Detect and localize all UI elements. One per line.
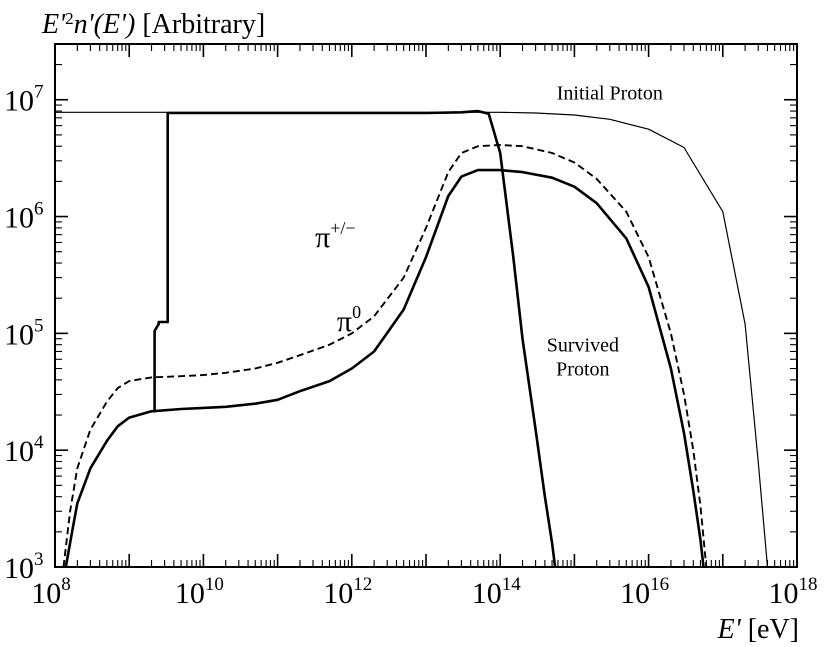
chart-title: E'2n'(E') [Arbitrary] (41, 9, 265, 41)
y-tick-label: 106 (4, 199, 44, 235)
y-tick-label: 103 (4, 549, 44, 585)
tick-labels: 108 1010 1012 1014 1016 1018 103 104 105 106 107 (4, 82, 818, 610)
series-line (153, 109, 557, 567)
plot-frame (54, 43, 798, 568)
initial-proton-label: Initial Proton (557, 83, 663, 105)
survived-proton-label: Survived (547, 334, 619, 356)
y-tick-label: 107 (4, 82, 44, 118)
axis-ticks (54, 43, 797, 568)
x-tick-label: 1018 (769, 574, 818, 610)
x-axis-label: E' [eV] (717, 614, 799, 645)
pi-charged-label: π+/− (315, 218, 355, 254)
series-line (64, 168, 705, 567)
x-tick-label: 1012 (323, 574, 372, 610)
series-line (55, 111, 769, 567)
series-line (62, 144, 708, 567)
x-tick-label: 1016 (620, 574, 669, 610)
data-series (55, 109, 769, 567)
x-tick-label: 1014 (472, 574, 522, 610)
survived-proton-label: Proton (556, 358, 609, 380)
pi-neutral-label: π0 (337, 302, 361, 338)
x-tick-label: 1010 (175, 574, 224, 610)
y-tick-label: 105 (4, 315, 44, 351)
x-tick-label: 108 (31, 574, 71, 610)
y-tick-label: 104 (4, 432, 44, 468)
